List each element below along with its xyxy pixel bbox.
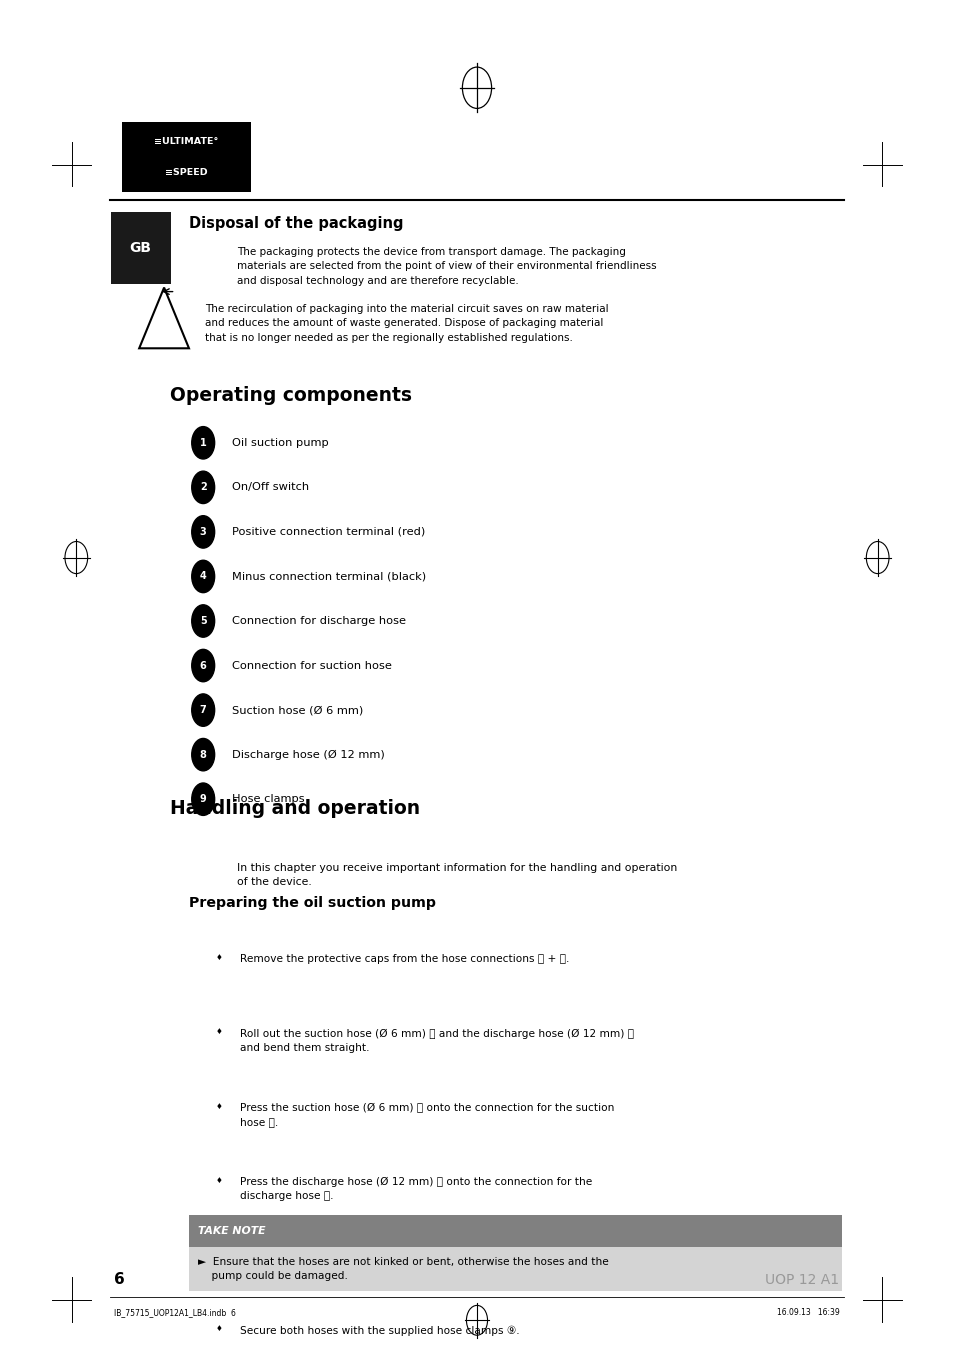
FancyBboxPatch shape (122, 122, 251, 192)
Text: ►  Ensure that the hoses are not kinked or bent, otherwise the hoses and the
   : ► Ensure that the hoses are not kinked o… (198, 1257, 609, 1281)
Text: On/Off switch: On/Off switch (232, 482, 309, 493)
FancyBboxPatch shape (111, 212, 171, 284)
Text: TAKE NOTE: TAKE NOTE (198, 1226, 266, 1237)
Text: Roll out the suction hose (Ø 6 mm) ⓦ and the discharge hose (Ø 12 mm) ⓧ
and bend: Roll out the suction hose (Ø 6 mm) ⓦ and… (240, 1029, 634, 1053)
Text: Discharge hose (Ø 12 mm): Discharge hose (Ø 12 mm) (232, 749, 384, 760)
Text: Suction hose (Ø 6 mm): Suction hose (Ø 6 mm) (232, 705, 363, 716)
Text: The recirculation of packaging into the material circuit saves on raw material
a: The recirculation of packaging into the … (205, 304, 608, 343)
Text: ♦: ♦ (215, 1176, 223, 1185)
Text: Press the discharge hose (Ø 12 mm) ⓧ onto the connection for the
discharge hose : Press the discharge hose (Ø 12 mm) ⓧ ont… (240, 1177, 592, 1202)
Text: Handling and operation: Handling and operation (170, 799, 419, 818)
Text: Connection for discharge hose: Connection for discharge hose (232, 616, 405, 626)
Text: Connection for suction hose: Connection for suction hose (232, 660, 392, 671)
Text: Remove the protective caps from the hose connections ⓤ + ⓥ.: Remove the protective caps from the hose… (240, 954, 569, 964)
Text: Positive connection terminal (red): Positive connection terminal (red) (232, 526, 425, 537)
Text: GB: GB (130, 240, 152, 255)
Text: ≡ULTIMATE°: ≡ULTIMATE° (154, 136, 218, 146)
Circle shape (192, 649, 214, 682)
Text: Hose clamps: Hose clamps (232, 794, 304, 805)
Text: ♦: ♦ (215, 1102, 223, 1111)
Text: Operating components: Operating components (170, 386, 412, 405)
Text: 1: 1 (199, 437, 207, 448)
Text: Disposal of the packaging: Disposal of the packaging (189, 216, 403, 231)
Text: ♦: ♦ (215, 1250, 223, 1260)
Text: UOP 12 A1: UOP 12 A1 (764, 1273, 839, 1287)
Text: 8: 8 (199, 749, 207, 760)
Text: IB_75715_UOP12A1_LB4.indb  6: IB_75715_UOP12A1_LB4.indb 6 (114, 1308, 236, 1316)
Text: In this chapter you receive important information for the handling and operation: In this chapter you receive important in… (236, 863, 676, 887)
Text: 2: 2 (199, 482, 207, 493)
Text: Oil suction pump: Oil suction pump (232, 437, 328, 448)
Text: 4: 4 (199, 571, 207, 582)
Text: The packaging protects the device from transport damage. The packaging
materials: The packaging protects the device from t… (236, 247, 656, 286)
Circle shape (192, 605, 214, 637)
Circle shape (192, 471, 214, 504)
Text: 16.09.13   16:39: 16.09.13 16:39 (776, 1308, 839, 1316)
Circle shape (192, 783, 214, 815)
Text: 6: 6 (114, 1272, 125, 1288)
Text: Preparing the oil suction pump: Preparing the oil suction pump (189, 896, 436, 910)
Text: ♦: ♦ (215, 1324, 223, 1334)
Text: 6: 6 (199, 660, 207, 671)
Circle shape (192, 560, 214, 593)
Text: ≡SPEED: ≡SPEED (165, 167, 208, 177)
Text: Secure both hoses with the supplied hose clamps ⑨.: Secure both hoses with the supplied hose… (240, 1326, 519, 1336)
FancyBboxPatch shape (189, 1215, 841, 1247)
Text: 7: 7 (199, 705, 207, 716)
Circle shape (192, 427, 214, 459)
Text: ♦: ♦ (215, 1027, 223, 1037)
Text: 9: 9 (199, 794, 207, 805)
Circle shape (192, 516, 214, 548)
Circle shape (192, 694, 214, 726)
Text: 3: 3 (199, 526, 207, 537)
Text: Minus connection terminal (black): Minus connection terminal (black) (232, 571, 425, 582)
Circle shape (192, 738, 214, 771)
Text: ♦: ♦ (215, 953, 223, 963)
Text: Thereby, bear in mind the direction of flow (→  Pump direction  →) given
on the : Thereby, bear in mind the direction of f… (240, 1251, 622, 1276)
Text: Press the suction hose (Ø 6 mm) ⓦ onto the connection for the suction
hose ⓥ.: Press the suction hose (Ø 6 mm) ⓦ onto t… (240, 1103, 614, 1127)
FancyBboxPatch shape (189, 1247, 841, 1291)
Text: 5: 5 (199, 616, 207, 626)
